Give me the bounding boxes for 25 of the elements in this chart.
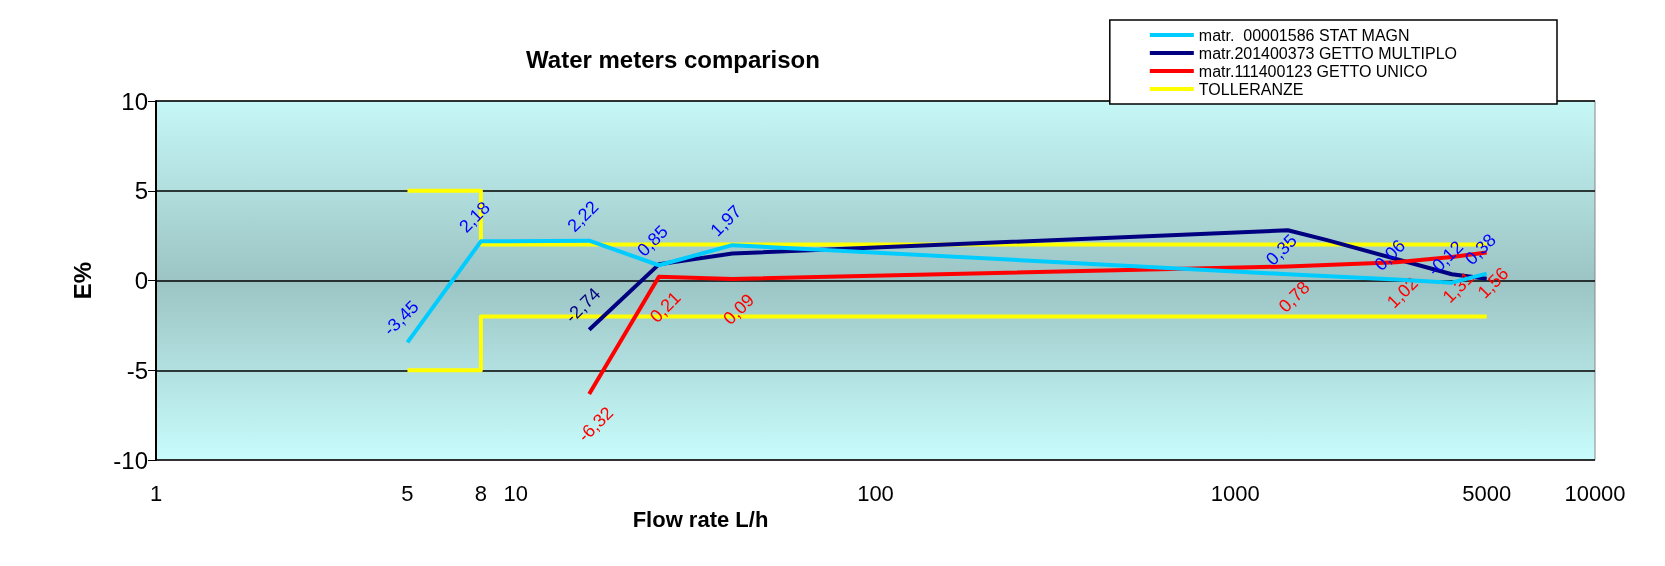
data-label: 1,56 xyxy=(1473,263,1513,303)
legend-label: matr.201400373 GETTO MULTIPLO xyxy=(1198,44,1457,62)
legend-label: matr. 00001586 STAT MAGN xyxy=(1198,26,1410,44)
x-axis-title: Flow rate L/h xyxy=(632,507,769,533)
legend-label: TOLLERANZE xyxy=(1198,80,1304,98)
y-tick-label: -5 xyxy=(126,356,148,384)
data-label: 0,21 xyxy=(645,287,685,327)
y-tick-label: 10 xyxy=(121,87,148,115)
legend-label: matr.111400123 GETTO UNICO xyxy=(1198,62,1428,80)
x-tick-label: 1000 xyxy=(1210,480,1260,506)
chart-title: Water meters comparison xyxy=(526,45,820,73)
y-axis-title: E% xyxy=(68,261,96,300)
x-tick-label: 1 xyxy=(149,480,163,506)
y-tick-label: 5 xyxy=(134,177,148,205)
x-tick-label: 100 xyxy=(857,480,894,506)
x-tick-label: 8 xyxy=(474,480,488,506)
data-label: 0,09 xyxy=(719,289,759,329)
y-tick-label: 0 xyxy=(134,267,148,294)
x-tick-label: 10000 xyxy=(1564,480,1626,506)
x-tick-label: 10 xyxy=(503,480,528,506)
x-tick-label: 5 xyxy=(401,480,414,506)
x-tick-label: 5000 xyxy=(1462,480,1512,506)
y-tick-label: -10 xyxy=(113,446,148,474)
data-label: 0,78 xyxy=(1274,277,1314,317)
data-label: 0,06 xyxy=(1370,235,1410,275)
